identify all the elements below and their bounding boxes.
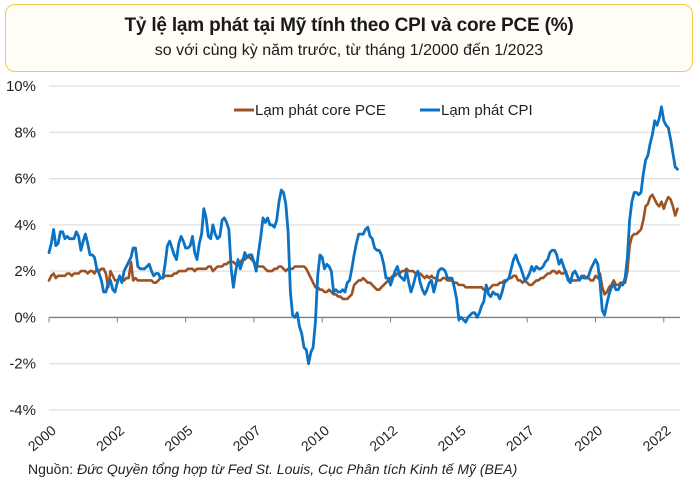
x-tick-label: 2005	[161, 422, 195, 454]
x-tick-label: 2000	[25, 422, 59, 454]
title-box: Tỷ lệ lạm phát tại Mỹ tính theo CPI và c…	[5, 4, 693, 72]
chart-subtitle: so với cùng kỳ năm trước, từ tháng 1/200…	[154, 42, 544, 59]
legend-item-cpi: Lạm phát CPI	[420, 102, 533, 119]
source-text: Đức Quyền tổng hợp từ Fed St. Louis, Cục…	[77, 461, 518, 477]
y-tick-label: 10%	[6, 78, 36, 95]
chart-title: Tỷ lệ lạm phát tại Mỹ tính theo CPI và c…	[124, 15, 574, 36]
y-tick-label: 4%	[14, 217, 36, 234]
x-tick-label: 2010	[298, 422, 332, 454]
x-tick-label: 2017	[503, 422, 537, 454]
y-tick-label: -4%	[9, 402, 36, 419]
x-axis: 2000 2002 2005 2007 2010 2012 2015 2017 2020 2022	[25, 316, 680, 454]
y-tick-label: 8%	[14, 124, 36, 141]
x-tick-label: 2012	[366, 422, 400, 454]
source-note: Nguồn: Đức Quyền tổng hợp từ Fed St. Lou…	[28, 461, 517, 477]
series-line-core-pce	[47, 193, 679, 301]
x-tick-label: 2002	[93, 422, 127, 454]
x-tick-label: 2020	[571, 422, 605, 454]
x-tick-label: 2007	[230, 422, 264, 454]
series-line-cpi	[47, 105, 679, 366]
y-tick-label: 6%	[14, 171, 36, 188]
legend: Lạm phát core PCE Lạm phát CPI	[234, 102, 533, 119]
legend-item-core-pce: Lạm phát core PCE	[234, 102, 386, 119]
x-tick-label: 2022	[640, 422, 674, 454]
x-tick-label: 2015	[435, 422, 469, 454]
legend-label: Lạm phát core PCE	[255, 102, 386, 119]
legend-label: Lạm phát CPI	[441, 102, 533, 119]
gridlines	[49, 85, 680, 411]
series-lines	[47, 105, 679, 366]
y-tick-label: -2%	[9, 356, 36, 373]
y-tick-label: 0%	[14, 309, 36, 326]
source-prefix: Nguồn:	[28, 461, 74, 477]
y-axis-ticks: -4% -2% 0% 2% 4% 6% 8% 10%	[6, 78, 36, 419]
y-tick-label: 2%	[14, 263, 36, 280]
